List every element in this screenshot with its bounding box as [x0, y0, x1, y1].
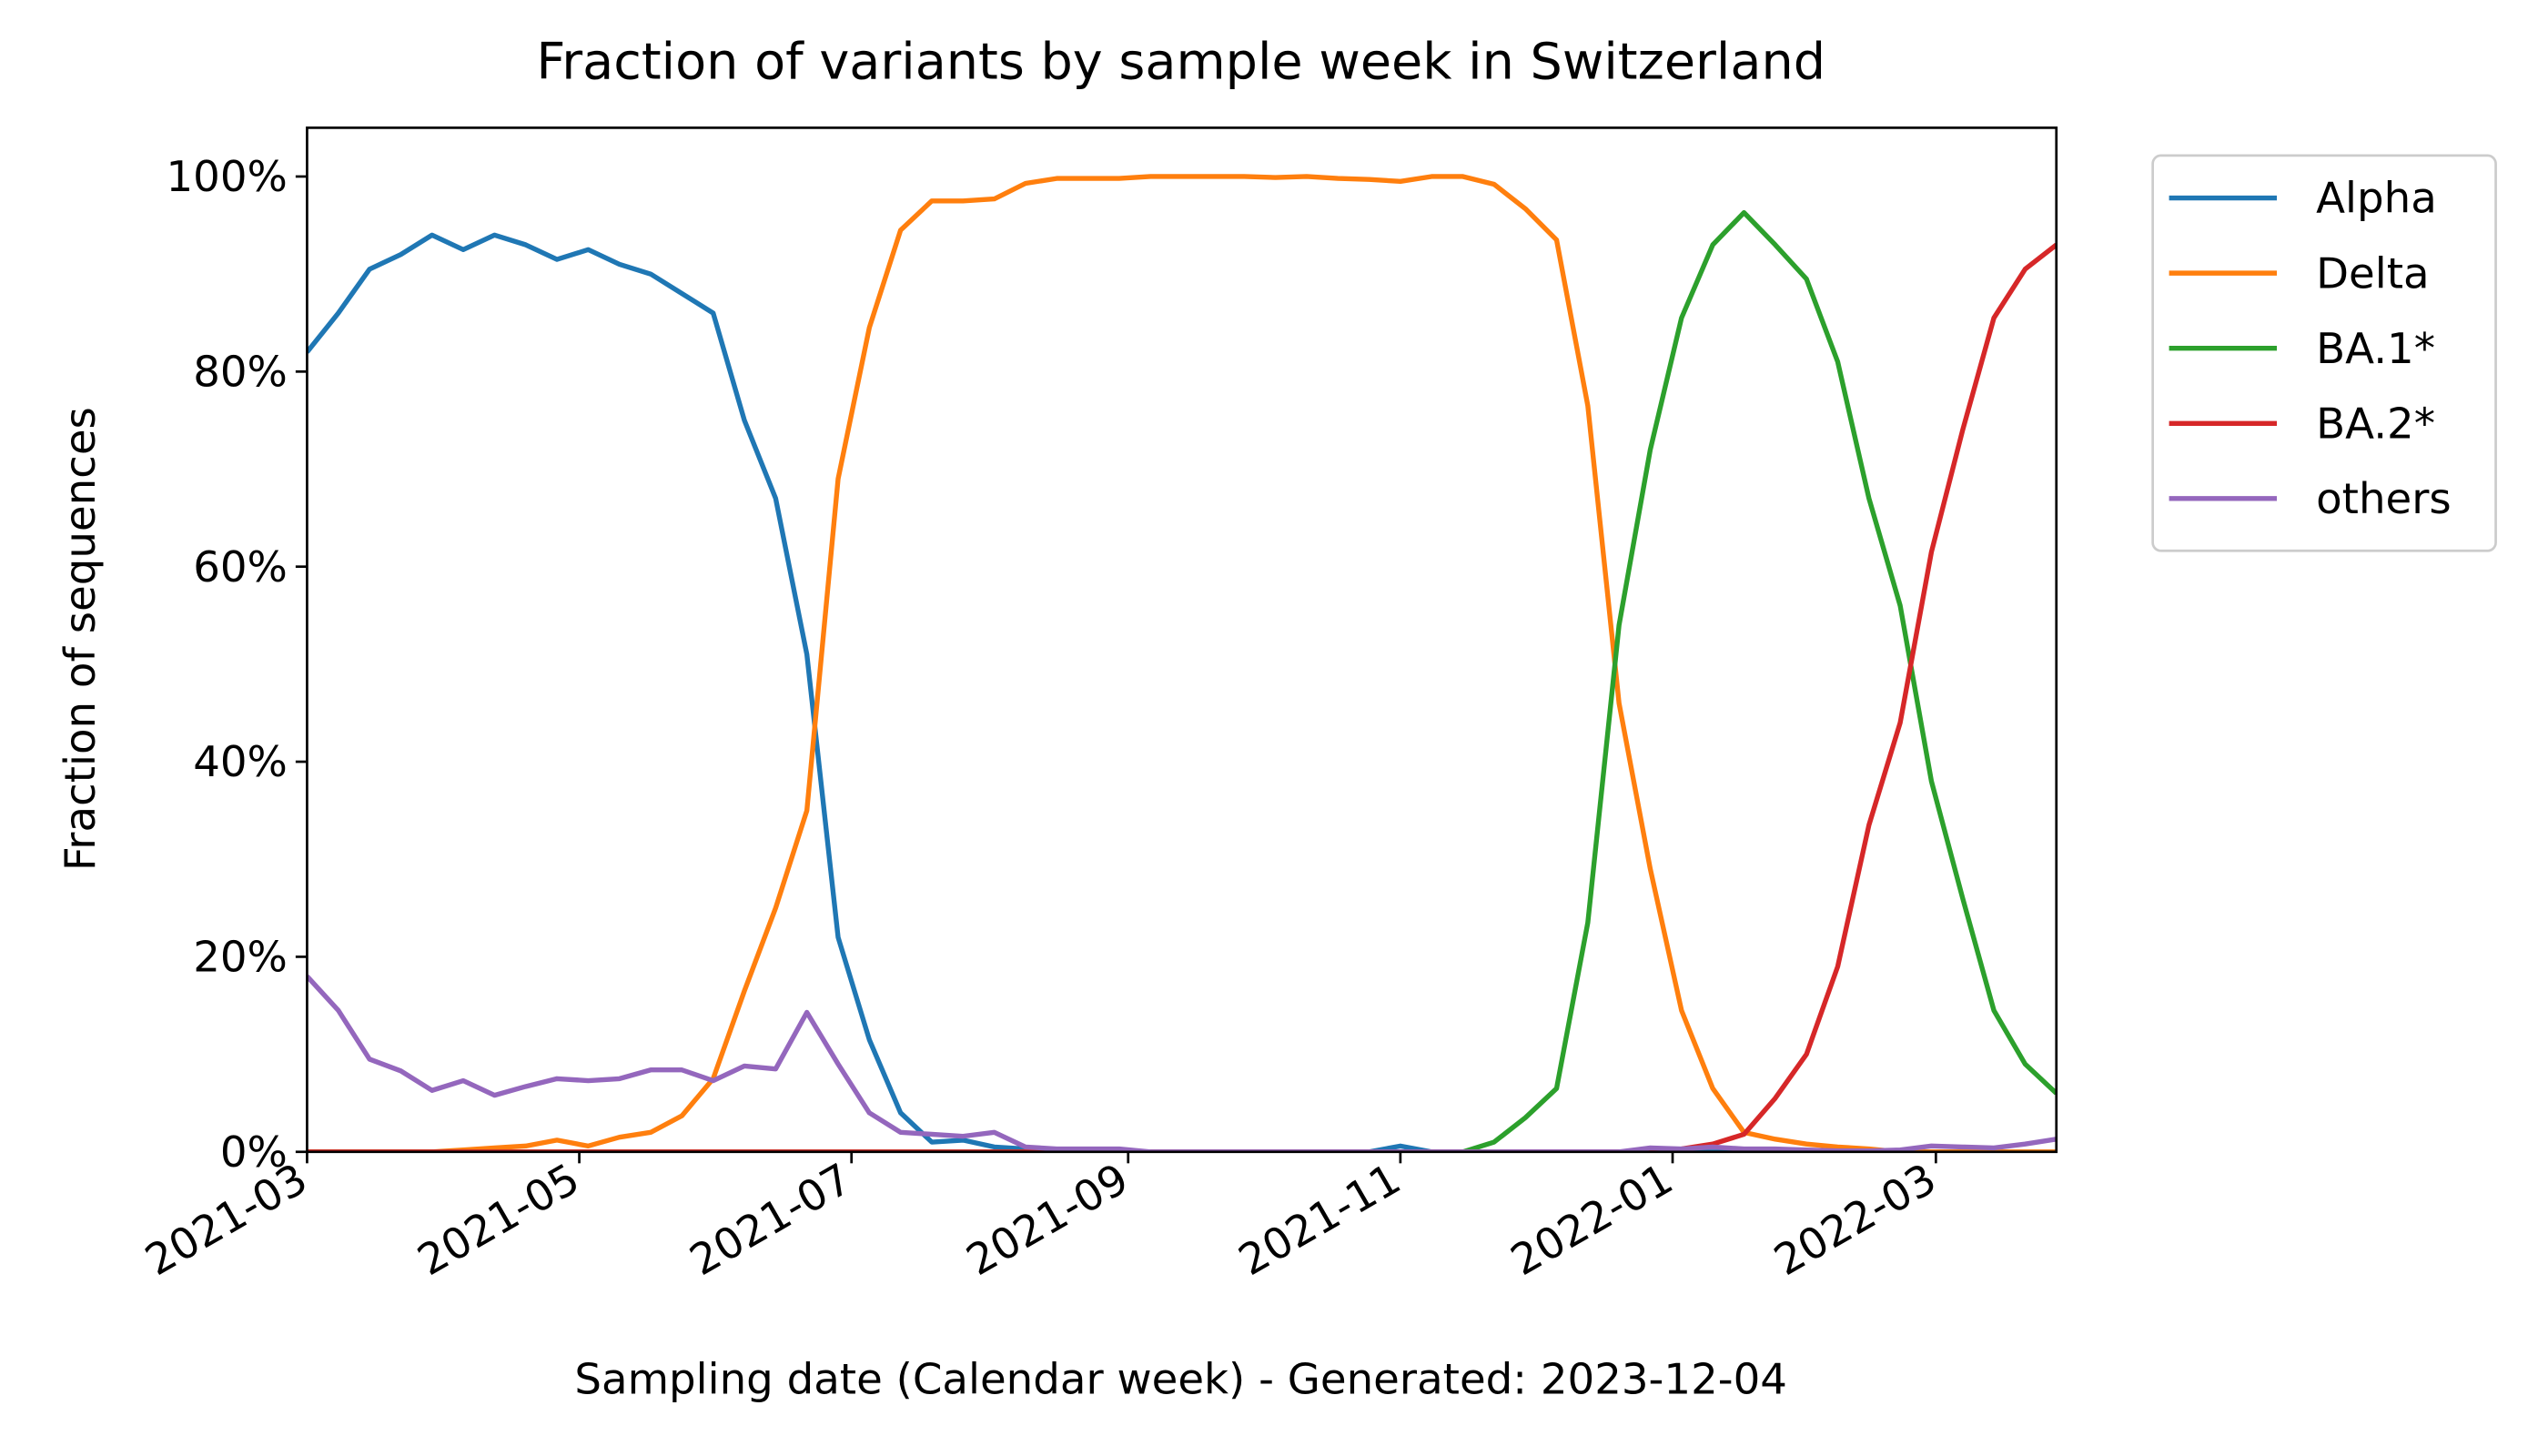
legend-label: Alpha	[2316, 175, 2437, 224]
series-line	[307, 209, 2057, 1152]
y-tick-label: 40%	[193, 738, 288, 787]
chart-title: Fraction of variants by sample week in S…	[536, 33, 1825, 92]
series-line	[307, 975, 2057, 1152]
y-tick-label: 100%	[167, 153, 288, 202]
y-axis-label: Fraction of sequences	[56, 407, 106, 871]
legend-label: BA.2*	[2316, 399, 2435, 449]
y-tick-label: 20%	[193, 934, 288, 983]
series-line	[307, 242, 2057, 1152]
x-axis-label: Sampling date (Calendar week) - Generate…	[574, 1355, 1787, 1404]
legend-label: Delta	[2316, 249, 2429, 298]
legend-label: others	[2316, 475, 2452, 524]
legend-label: BA.1*	[2316, 325, 2435, 374]
legend-box	[2151, 154, 2497, 552]
y-tick-label: 80%	[193, 348, 288, 397]
plot-frame	[306, 126, 2058, 1154]
series-line	[307, 232, 2057, 1152]
series-line	[307, 174, 2057, 1152]
y-tick-label: 0%	[220, 1128, 288, 1178]
y-tick-label: 60%	[193, 543, 288, 592]
